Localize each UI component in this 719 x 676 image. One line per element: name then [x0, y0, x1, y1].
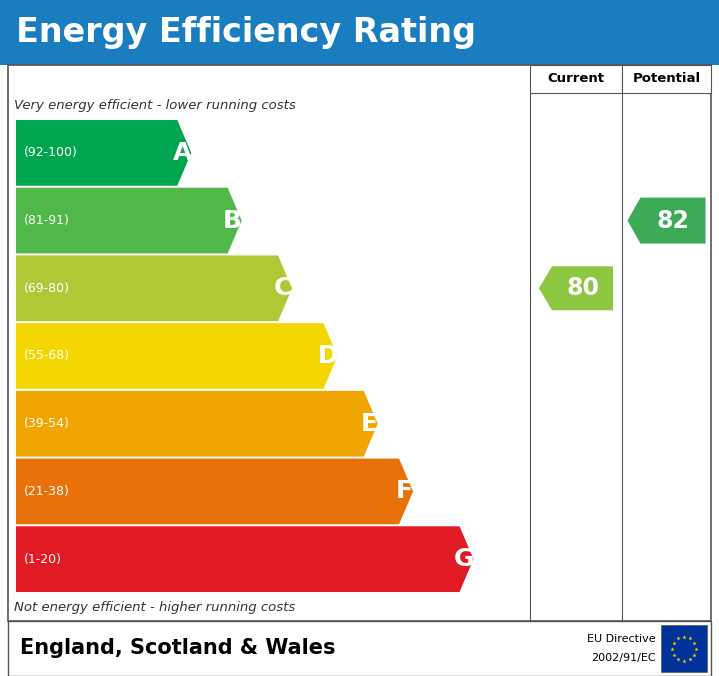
Bar — [661, 625, 707, 672]
Polygon shape — [16, 391, 377, 456]
Text: (81-91): (81-91) — [24, 214, 70, 227]
Text: F: F — [395, 479, 413, 504]
Polygon shape — [16, 323, 337, 389]
Text: Very energy efficient - lower running costs: Very energy efficient - lower running co… — [14, 99, 296, 112]
Text: (21-38): (21-38) — [24, 485, 70, 498]
Text: (39-54): (39-54) — [24, 417, 70, 430]
Bar — [530, 65, 622, 93]
Text: A: A — [173, 141, 192, 165]
Polygon shape — [16, 527, 474, 592]
Text: EU Directive: EU Directive — [587, 634, 656, 644]
Polygon shape — [16, 188, 242, 254]
Text: (92-100): (92-100) — [24, 147, 78, 160]
Text: Not energy efficient - higher running costs: Not energy efficient - higher running co… — [14, 600, 296, 614]
Text: (69-80): (69-80) — [24, 282, 70, 295]
Text: E: E — [360, 412, 377, 436]
Bar — [0, 0, 719, 65]
Text: G: G — [454, 547, 475, 571]
Text: England, Scotland & Wales: England, Scotland & Wales — [20, 639, 336, 658]
Text: 80: 80 — [566, 276, 599, 300]
Text: C: C — [274, 276, 292, 300]
Text: Potential: Potential — [633, 72, 700, 85]
Text: (1-20): (1-20) — [24, 553, 62, 566]
Polygon shape — [539, 266, 613, 310]
Text: 2002/91/EC: 2002/91/EC — [591, 654, 656, 663]
Text: (55-68): (55-68) — [24, 349, 70, 362]
Text: 82: 82 — [656, 209, 690, 233]
Text: Current: Current — [547, 72, 605, 85]
Text: D: D — [318, 344, 339, 368]
Text: B: B — [223, 209, 242, 233]
Polygon shape — [628, 197, 705, 243]
Bar — [622, 65, 711, 93]
Polygon shape — [16, 458, 413, 525]
Polygon shape — [16, 256, 292, 321]
Bar — [8, 621, 711, 676]
Polygon shape — [16, 120, 191, 186]
Text: Energy Efficiency Rating: Energy Efficiency Rating — [16, 16, 476, 49]
Bar — [8, 65, 711, 621]
